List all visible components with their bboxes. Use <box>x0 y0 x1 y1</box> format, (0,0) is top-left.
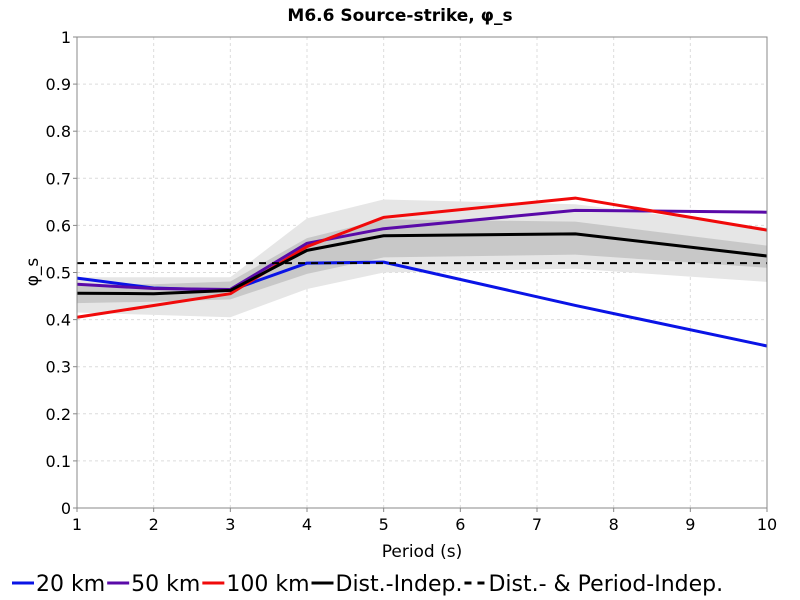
chart-title: M6.6 Source-strike, φ_s <box>287 6 512 26</box>
y-tick-label: 0.1 <box>46 452 71 471</box>
y-tick-label: 0.8 <box>46 122 71 141</box>
x-tick-label: 5 <box>379 515 389 534</box>
y-tick-label: 1 <box>61 28 71 47</box>
y-tick-label: 0 <box>61 499 71 518</box>
legend: 20 km 50 km 100 km Dist.-Indep. Dist.- & Per… <box>12 572 723 597</box>
x-tick-label: 8 <box>609 515 619 534</box>
x-axis-label: Period (s) <box>382 542 463 562</box>
x-tick-label: 4 <box>302 515 312 534</box>
series-line <box>76 196 768 319</box>
x-tick-label: 10 <box>757 515 777 534</box>
y-tick-label: 0.4 <box>46 311 71 330</box>
legend-label: 100 km <box>226 572 309 597</box>
y-tick-label: 0.3 <box>46 358 71 377</box>
series-line <box>76 232 768 296</box>
x-tick-label: 6 <box>455 515 465 534</box>
legend-label: Dist.-Indep. <box>336 572 463 597</box>
x-tick-label: 7 <box>532 515 542 534</box>
y-tick-label: 0.2 <box>46 405 71 424</box>
y-axis-ticks: 0 0.1 0.2 0.3 0.4 0.5 0.6 0.7 0.8 0.9 1 <box>46 28 77 518</box>
y-tick-label: 0.6 <box>46 216 71 235</box>
y-tick-label: 0.7 <box>46 169 71 188</box>
uncertainty-bands <box>77 199 767 318</box>
legend-label: Dist.- & Period-Indep. <box>488 572 723 597</box>
legend-label: 50 km <box>131 572 200 597</box>
y-tick-label: 0.9 <box>46 75 71 94</box>
x-tick-label: 2 <box>149 515 159 534</box>
y-axis-label: φ_s <box>23 258 43 287</box>
x-tick-label: 9 <box>685 515 695 534</box>
series-lines <box>76 196 768 348</box>
legend-label: 20 km <box>36 572 105 597</box>
x-axis-ticks: 1 2 3 4 5 6 7 8 9 10 <box>72 508 777 534</box>
y-tick-label: 0.5 <box>46 264 71 283</box>
x-tick-label: 1 <box>72 515 82 534</box>
series-line <box>76 208 768 291</box>
x-tick-label: 3 <box>225 515 235 534</box>
